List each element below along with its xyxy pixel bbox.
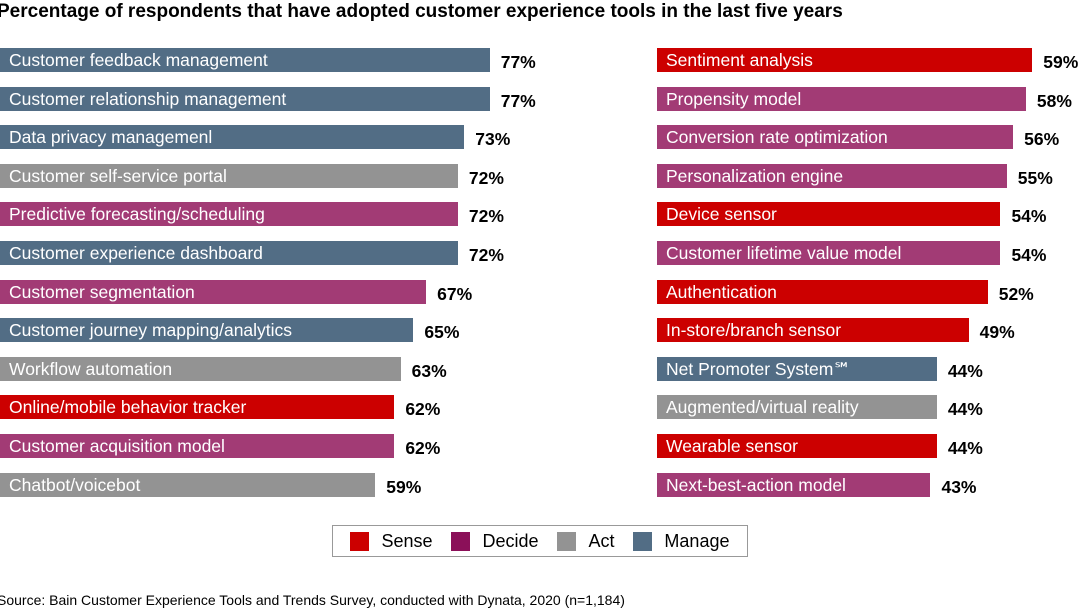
data-label: 62% [405, 438, 441, 458]
bar: Authentication [657, 279, 988, 304]
bar: Predictive forecasting/scheduling [0, 202, 458, 227]
bar: Customer relationship management [0, 86, 490, 111]
legend-swatch [633, 531, 653, 551]
data-label: 55% [1017, 167, 1053, 188]
data-label: 54% [1011, 245, 1047, 265]
bar: Conversion rate optimization [657, 125, 1014, 150]
bar: Customer journey mapping/analytics [0, 318, 414, 343]
bar: Customer segmentation [0, 279, 427, 304]
data-label: 72% [468, 167, 504, 188]
data-label: 58% [1036, 90, 1072, 111]
data-label: 73% [475, 129, 511, 150]
data-label: 59% [1043, 52, 1079, 72]
data-label: 44% [947, 438, 983, 458]
bar: Propensity model [657, 86, 1026, 111]
data-label: 77% [500, 90, 536, 111]
data-label: 54% [1011, 206, 1047, 227]
bar: Customer acquisition model [0, 434, 395, 458]
legend-item: Decide [451, 530, 539, 552]
legend-label: Act [588, 530, 615, 551]
bar: Sentiment analysis [657, 48, 1033, 72]
bar: Next-best-action model [657, 472, 931, 497]
data-label: 44% [947, 399, 983, 420]
bar: Customer self-service portal [0, 163, 458, 188]
data-label: 56% [1024, 129, 1060, 150]
legend-item: Manage [633, 531, 729, 552]
bar: Online/mobile behavior tracker [0, 395, 395, 420]
legend-item: Sense [350, 530, 433, 552]
data-label: 59% [386, 476, 422, 497]
legend-label: Sense [381, 530, 433, 551]
data-label: 52% [998, 283, 1034, 304]
bar: Workflow automation [0, 356, 401, 381]
data-label: 43% [941, 476, 977, 497]
data-label: 49% [979, 322, 1015, 343]
source-note: Source: Bain Customer Experience Tools a… [0, 592, 625, 608]
data-label: 44% [947, 360, 983, 381]
data-label: 72% [468, 245, 504, 265]
data-label: 65% [424, 322, 460, 343]
legend: Sense Decide Act Manage [332, 525, 748, 557]
bar: Data privacy managemenl [0, 125, 465, 150]
legend-swatch [451, 531, 471, 551]
bar: Chatbot/voicebot [0, 472, 376, 497]
legend-swatch [557, 531, 577, 551]
data-label: 62% [405, 399, 441, 420]
bar: Augmented/virtual reality [657, 395, 937, 420]
bar: Device sensor [657, 202, 1001, 227]
legend-item: Act [557, 531, 614, 552]
bar: Net Promoter System℠ [657, 356, 937, 381]
data-label: 63% [411, 360, 447, 381]
data-label: 67% [437, 283, 473, 304]
data-label: 77% [500, 52, 536, 72]
legend-swatch [350, 531, 370, 551]
bar: Personalization engine [657, 163, 1007, 188]
data-label: 72% [468, 206, 504, 227]
bar: Customer feedback management [0, 48, 490, 72]
bar: In-store/branch sensor [657, 318, 969, 343]
legend-label: Manage [664, 530, 730, 551]
bar: Customer experience dashboard [0, 241, 458, 265]
chart-title: Percentage of respondents that have adop… [0, 1, 843, 22]
legend-label: Decide [482, 530, 539, 551]
bar: Wearable sensor [657, 434, 937, 458]
bar: Customer lifetime value model [657, 241, 1001, 265]
